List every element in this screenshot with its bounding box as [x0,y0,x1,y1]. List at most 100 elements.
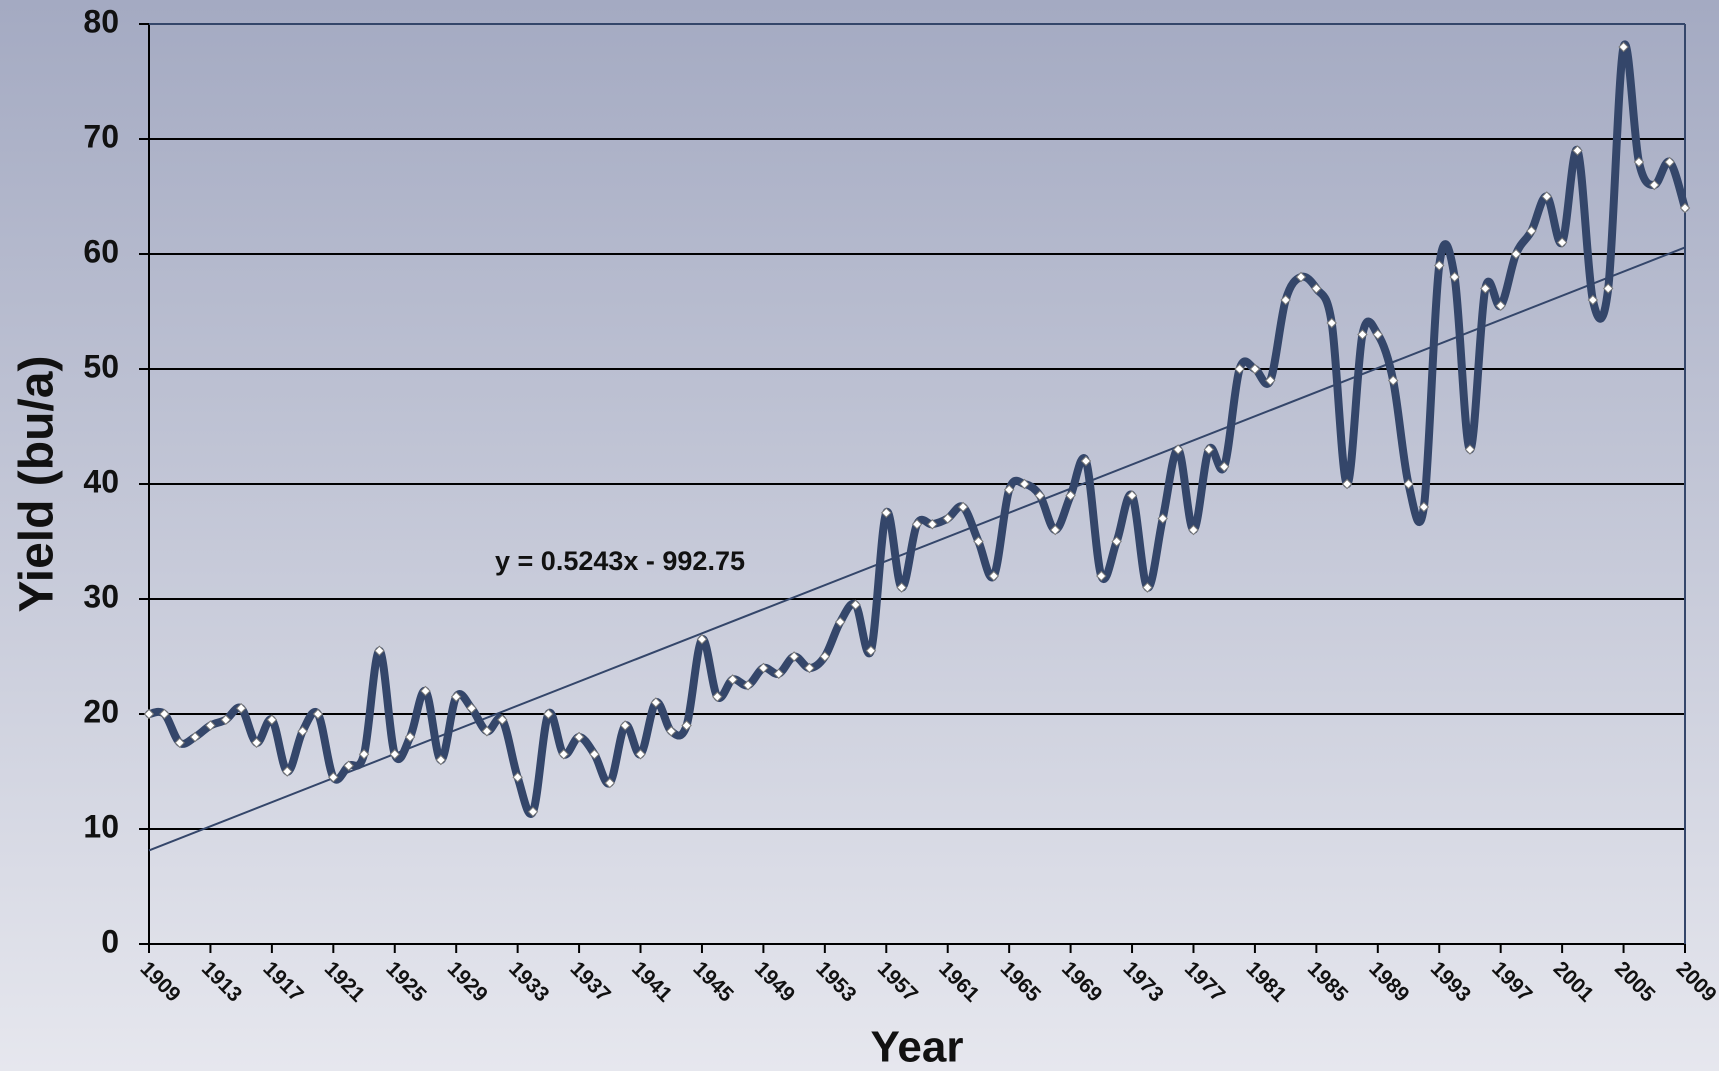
data-marker [1403,478,1414,490]
data-marker [543,708,554,720]
data-marker [1464,444,1476,455]
data-marker [850,599,861,610]
data-marker [512,772,523,783]
data-marker [374,645,385,656]
y-tick-label: 10 [83,808,119,844]
data-marker [1203,444,1215,455]
data-marker [1096,570,1107,582]
y-tick-label: 30 [83,578,119,614]
y-tick-label: 0 [101,923,119,959]
data-marker [804,662,815,674]
data-marker [235,703,247,714]
data-marker [1065,490,1076,501]
data-marker [1387,375,1399,386]
data-marker [282,766,293,777]
data-marker [773,668,784,679]
data-marker [220,714,232,725]
data-marker [205,720,216,731]
data-marker [389,749,400,760]
data-marker [1556,237,1568,248]
data-marker [1602,283,1614,294]
data-marker [988,570,1000,582]
data-marker [727,674,738,685]
data-marker [1080,455,1092,467]
data-marker [1218,461,1230,472]
data-marker [573,731,585,743]
data-marker [527,806,539,817]
data-marker [251,737,262,748]
data-marker [1295,271,1307,283]
data-marker [358,749,370,760]
data-marker [881,507,892,518]
data-marker [1357,329,1368,340]
data-marker [558,749,569,760]
data-marker [466,703,477,714]
data-marker [1265,375,1276,386]
data-marker [481,726,493,737]
data-marker [420,685,431,697]
data-marker [696,634,708,645]
data-marker [712,691,723,702]
y-tick-label: 80 [83,3,119,39]
data-marker [666,726,677,737]
data-marker [159,708,170,720]
data-marker [1372,329,1384,340]
data-marker [266,714,278,725]
data-marker [404,731,416,743]
data-marker [1510,248,1522,260]
data-marker [1679,202,1691,214]
data-marker [1003,484,1015,495]
data-marker [942,513,953,524]
data-marker [1188,524,1199,536]
data-marker [1050,524,1061,536]
data-marker [143,708,155,720]
data-marker [189,731,201,743]
data-marker [788,651,800,662]
data-marker [174,737,185,748]
data-marker [328,772,339,783]
data-marker [1326,317,1337,329]
data-marker [973,536,984,547]
data-marker [1172,444,1184,455]
data-marker [604,777,616,789]
data-marker [1111,536,1122,547]
data-marker [1618,41,1629,53]
data-marker [1526,225,1537,237]
data-marker [1480,283,1491,294]
data-marker [1034,490,1046,501]
y-tick-label: 40 [83,463,119,499]
data-marker [635,749,646,760]
data-marker [1249,363,1261,375]
data-marker [1495,300,1506,311]
data-marker [1633,156,1645,168]
y-tick-label: 50 [83,348,119,384]
data-marker [619,720,631,731]
data-marker [312,708,324,720]
data-marker [1449,271,1460,283]
data-marker [1280,294,1291,306]
y-tick-label: 20 [83,693,119,729]
data-marker [1142,582,1153,593]
data-marker [758,662,769,674]
y-axis-title: Yield (bu/a) [11,356,64,613]
data-marker [435,754,447,766]
data-marker [1649,179,1660,191]
data-marker [1541,191,1552,202]
data-marker [865,645,877,656]
data-marker [742,680,754,691]
data-marker [819,651,831,662]
data-marker [911,519,923,530]
data-marker [1587,294,1599,306]
data-marker [1664,156,1675,168]
data-marker [681,720,692,731]
x-axis-title: Year [871,1023,964,1071]
data-marker [927,519,938,530]
data-marker [1434,260,1445,271]
data-marker [297,726,308,737]
data-marker [1157,513,1168,524]
data-marker [497,714,508,725]
data-marker [343,760,354,771]
data-marker [834,616,846,628]
